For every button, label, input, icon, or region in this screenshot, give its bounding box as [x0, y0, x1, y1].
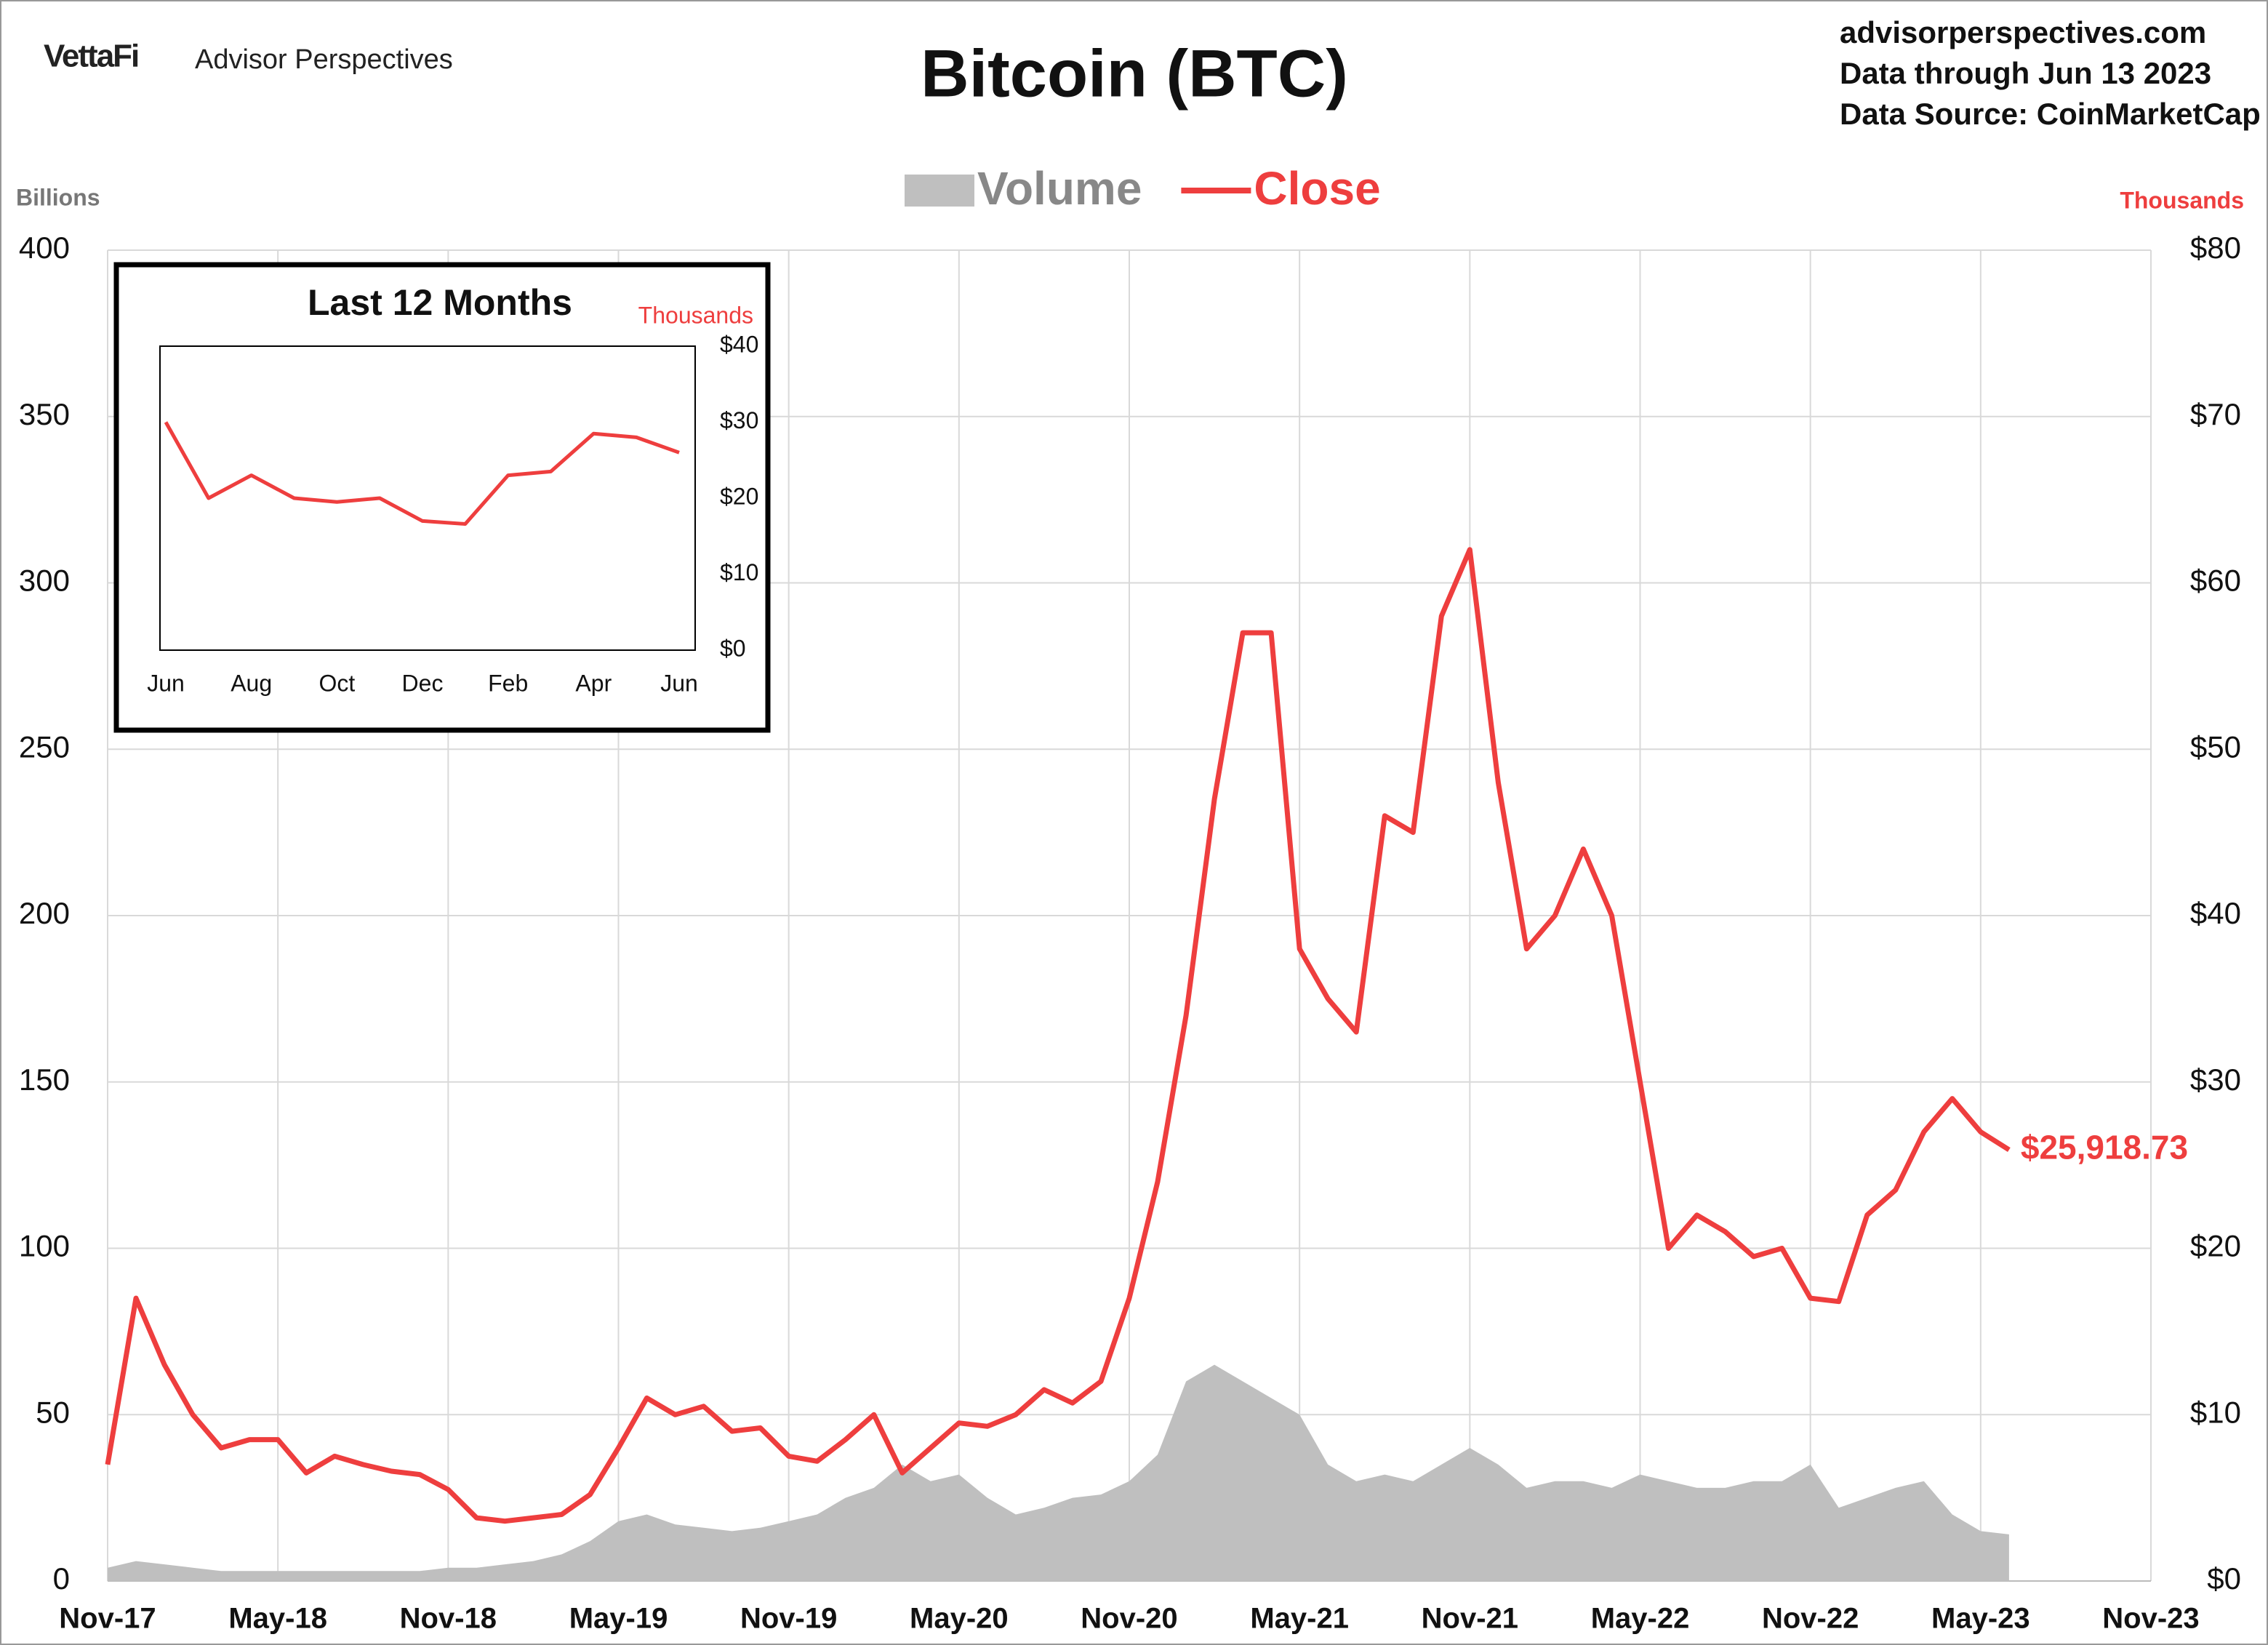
- y-tick-label: 0: [53, 1561, 70, 1596]
- main-plot: 0 50 100 150 200 250 300 350 400 $0 $10 $20 $30 $40 $5…: [19, 231, 2241, 1634]
- y-tick-label: 100: [19, 1229, 70, 1263]
- y2-tick-label: $0: [2207, 1561, 2241, 1596]
- inset-x-tick-label: Feb: [488, 670, 528, 696]
- x-tick-label: Nov-23: [2102, 1603, 2199, 1635]
- y2-axis-label: Thousands: [2120, 187, 2244, 213]
- y2-tick-label: $10: [2190, 1395, 2241, 1429]
- x-tick-label: May-23: [1931, 1603, 2030, 1635]
- y2-tick-label: $50: [2190, 729, 2241, 764]
- y-tick-label: 200: [19, 896, 70, 930]
- y-tick-label: 300: [19, 564, 70, 598]
- y-tick-label: 350: [19, 397, 70, 431]
- legend-label: Volume: [977, 162, 1142, 215]
- x-tick-label: May-19: [569, 1603, 668, 1635]
- x-tick-label: Nov-17: [59, 1603, 156, 1635]
- inset-plot-area: [159, 345, 696, 651]
- x-tick-label: Nov-21: [1422, 1603, 1518, 1635]
- y-tick-label: 250: [19, 729, 70, 764]
- publisher: Advisor Perspectives: [195, 44, 453, 75]
- x-tick-label: Nov-22: [1762, 1603, 1859, 1635]
- inset-chart: Last 12 Months Thousands $0 $10 $20 $30 $40 J…: [113, 262, 771, 733]
- inset-x-tick-label: Jun: [147, 670, 185, 696]
- y-tick-label: 400: [19, 231, 70, 265]
- y2-tick-label: $20: [2190, 1229, 2241, 1263]
- y-tick-label: 150: [19, 1062, 70, 1097]
- x-tick-label: May-22: [1591, 1603, 1690, 1635]
- inset-y2-tick-label: $30: [720, 407, 758, 433]
- inset-x-tick-label: Aug: [231, 670, 272, 696]
- inset-y2-tick-label: $0: [720, 635, 746, 661]
- legend: Volume Close: [905, 162, 1381, 215]
- y-axis-label: Billions: [16, 184, 100, 210]
- legend-swatch: [905, 175, 974, 207]
- y2-tick-label: $60: [2190, 564, 2241, 598]
- inset-frame: [113, 262, 771, 733]
- inset-title: Last 12 Months: [308, 282, 572, 323]
- close-line: [105, 547, 2011, 1524]
- inset-line: [164, 421, 680, 526]
- last-value-label: $25,918.73: [2021, 1128, 2188, 1166]
- legend-label: Close: [1254, 162, 1380, 215]
- inset-x-tick-label: Oct: [318, 670, 355, 696]
- site: advisorperspectives.com: [1840, 15, 2206, 49]
- x-tick-label: May-21: [1250, 1603, 1349, 1635]
- volume-area: [108, 1364, 2009, 1581]
- inset-x-tick-label: Apr: [575, 670, 612, 696]
- inset-y2-label: Thousands: [638, 302, 753, 328]
- data-through: Data through Jun 13 2023: [1840, 56, 2211, 90]
- x-tick-label: Nov-18: [400, 1603, 497, 1635]
- x-tick-label: Nov-19: [740, 1603, 837, 1635]
- x-tick-label: May-20: [910, 1603, 1009, 1635]
- x-tick-label: May-18: [228, 1603, 327, 1635]
- y2-tick-label: $80: [2190, 231, 2241, 265]
- brand: VettaFi: [44, 39, 138, 74]
- y2-tick-label: $30: [2190, 1062, 2241, 1097]
- inset-x-tick-label: Dec: [402, 670, 444, 696]
- y-tick-label: 50: [36, 1395, 70, 1429]
- inset-x-tick-label: Jun: [660, 670, 698, 696]
- x-tick-label: Nov-20: [1081, 1603, 1177, 1635]
- inset-y2-tick-label: $20: [720, 483, 758, 509]
- y2-tick-label: $40: [2190, 896, 2241, 930]
- data-source: Data Source: CoinMarketCap: [1840, 97, 2261, 131]
- chart-title: Bitcoin (BTC): [921, 36, 1348, 111]
- inset-y2-tick-label: $10: [720, 559, 758, 585]
- inset-y2-tick-label: $40: [720, 331, 758, 357]
- y2-tick-label: $70: [2190, 397, 2241, 431]
